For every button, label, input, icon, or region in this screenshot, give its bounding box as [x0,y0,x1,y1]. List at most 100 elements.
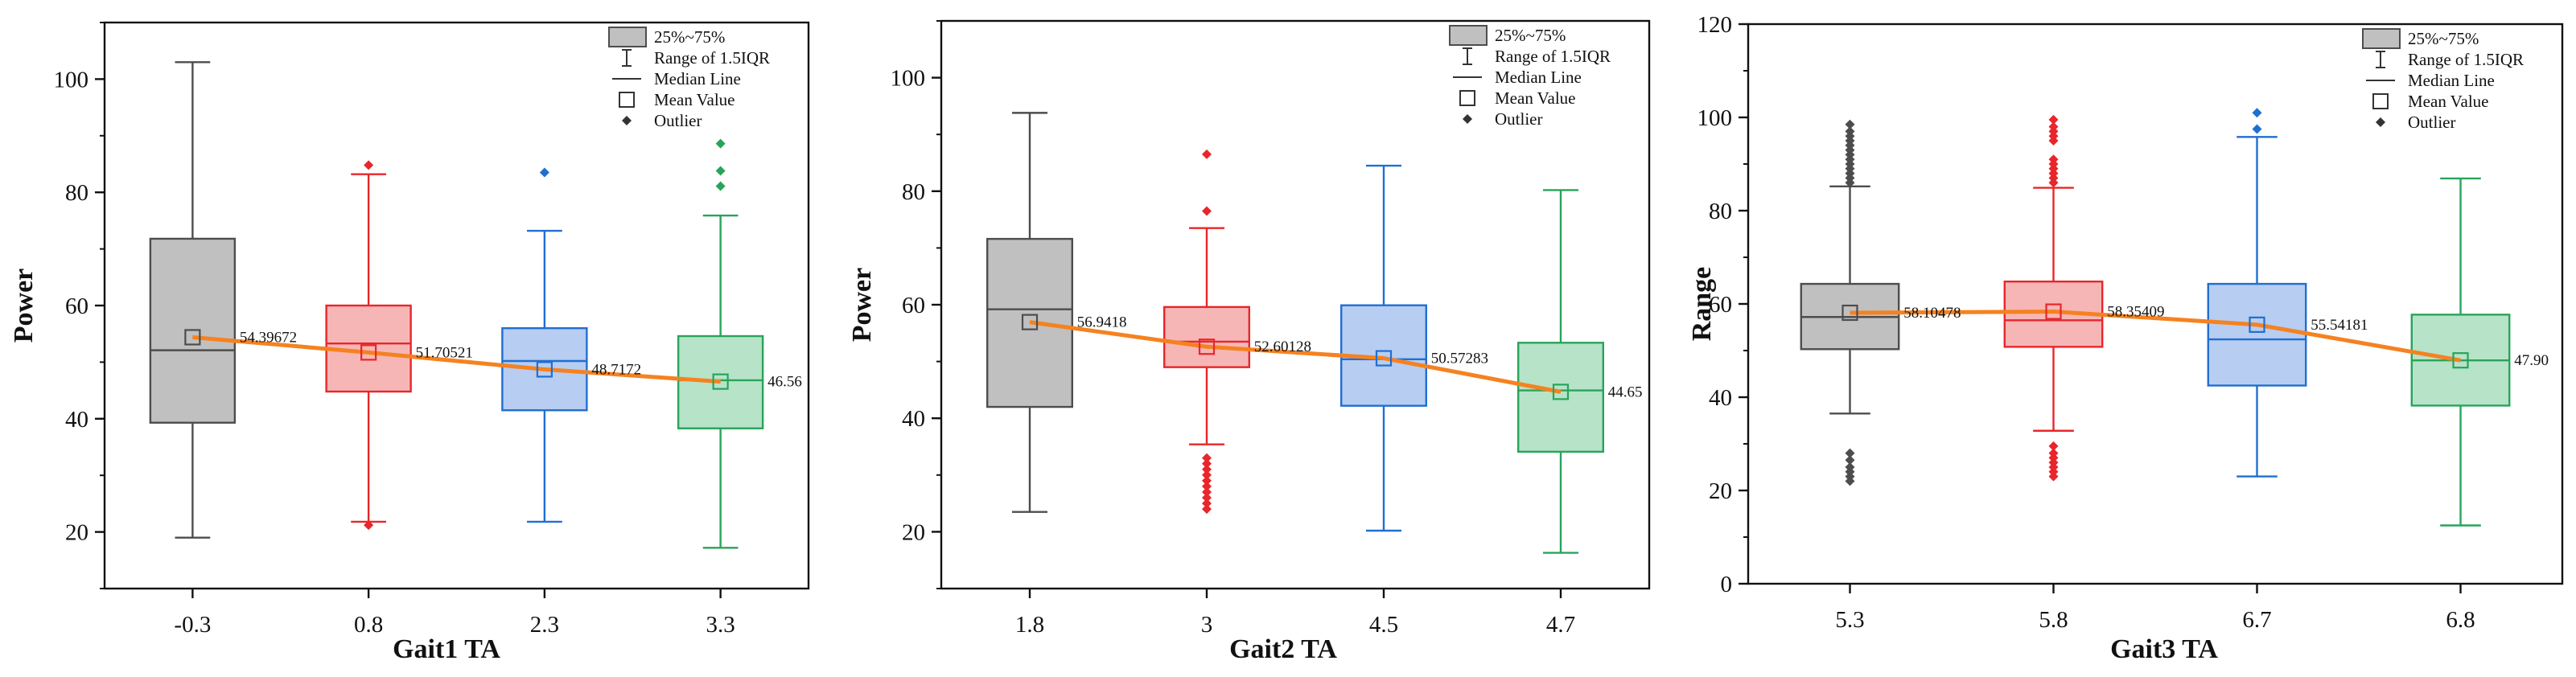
x-tick-label: 4.7 [1546,612,1575,638]
iqr-box [677,334,764,429]
outlier-point [715,181,726,191]
y-tick-label: 60 [65,293,88,319]
chart-panel-1: 20 40 60 80 100 -0.3 0.8 2.3 3.3 Gait1 TA Power 54.… [9,21,810,664]
mean-trend-line [192,334,721,384]
outlier-point [2252,108,2262,118]
mean-marker [2249,316,2265,333]
outlier-point [364,520,374,531]
mean-marker [360,344,377,361]
legend-mean-label: Mean Value [2408,92,2489,111]
y-tick-label: 80 [1709,199,1732,224]
x-tick-label: 6.7 [2242,607,2271,633]
mean-value-label: 58.35409 [2107,304,2164,321]
iqr-box [2207,282,2307,387]
mean-value-label: 50.57283 [1431,351,1488,367]
legend-mean-label: Mean Value [654,90,735,109]
legend-mean-swatch [1459,90,1475,106]
y-axis-title: Power [847,268,877,343]
outlier-point [539,167,549,178]
x-tick-label: 5.3 [1835,607,1864,633]
legend-mean-swatch [2372,93,2389,109]
legend-box-label: 25%~75% [1495,26,1566,45]
y-tick-label: 60 [1709,292,1732,318]
y-tick-label: 60 [902,293,925,318]
mean-marker [1841,304,1858,322]
mean-value-label: 52.60128 [1254,338,1311,355]
legend-box-label: 25%~75% [654,27,725,47]
mean-value-label: 47.90 [2514,352,2549,369]
iqr-box [501,326,588,412]
box-1 [149,61,237,539]
outlier-point [1202,504,1212,515]
mean-value-label: 48.7172 [591,361,641,378]
outlier-point [1845,462,1855,472]
outlier-point [2048,114,2059,125]
legend-box-swatch [608,27,647,47]
box-3 [1339,164,1427,532]
mean-marker [536,361,553,378]
x-tick-label: 6.8 [2446,607,2475,633]
y-tick-label: 80 [65,180,88,206]
outlier-point [1202,453,1212,463]
mean-marker [1375,350,1393,367]
outlier-point [1202,475,1212,486]
box-2 [2003,114,2104,482]
mean-marker [2452,352,2469,369]
outlier-point [1202,464,1212,474]
chart-panel-2: 20 40 60 80 100 1.8 3 4.5 4.7 Gait2 TA Power 56.941… [847,19,1651,664]
box-1 [986,112,1073,513]
legend-range-label: Range of 1.5IQR [1495,47,1611,66]
y-tick-label: 120 [1697,12,1733,38]
y-axis-title: Power [9,269,39,343]
outlier-point [1845,455,1855,466]
legend-outlier-swatch [2376,117,2385,127]
outlier-point [2048,448,2059,458]
legend-outlier-label: Outlier [1495,109,1542,129]
x-axis-title: Gait2 TA [1229,634,1337,664]
y-tick-label: 20 [65,520,88,546]
box-4 [1516,189,1604,554]
x-axis-title: Gait1 TA [393,634,500,664]
outlier-point [1845,119,1855,129]
mean-value-label: 55.54181 [2311,317,2368,334]
mean-value-label: 54.39672 [240,329,297,346]
mean-value-label: 51.70521 [416,344,473,361]
y-tick-label: 80 [902,179,925,205]
outlier-point [2048,441,2059,451]
y-tick-label: 40 [1709,385,1732,411]
outlier-point [715,166,726,176]
legend-outlier-label: Outlier [654,111,702,130]
y-tick-label: 40 [65,407,88,433]
x-tick-label: 3 [1201,612,1213,638]
mean-trend-line [1029,320,1562,394]
outlier-point [1202,481,1212,491]
legend-mean-swatch [619,92,635,108]
legend-range-label: Range of 1.5IQR [654,48,770,68]
box-3 [2207,108,2307,478]
outlier-point [1202,149,1212,159]
outlier-point [2048,154,2059,165]
legend-median-label: Median Line [2408,71,2495,90]
y-tick-label: 40 [902,406,925,432]
mean-marker [184,329,201,346]
legend-median-label: Median Line [1495,68,1582,87]
mean-value-label: 56.9418 [1077,314,1127,331]
x-tick-label: 0.8 [354,612,383,638]
x-tick-label: -0.3 [174,612,211,638]
mean-marker [1552,384,1570,400]
x-tick-label: 3.3 [706,612,735,638]
legend-outlier-swatch [622,116,632,125]
legend-box-label: 25%~75% [2408,29,2479,48]
y-axis-title: Range [1687,267,1717,342]
box-3 [501,167,588,523]
chart-panel-3: 0 20 40 60 80 100 120 5.3 5.8 6.7 6.8 Gait3 TA Range… [1687,12,2564,664]
legend-outlier-label: Outlier [2408,113,2455,132]
outlier-point [2048,121,2059,132]
outlier-point [1845,448,1855,458]
outlier-point [1202,499,1212,509]
outlier-point [1202,458,1212,469]
mean-marker [712,373,729,390]
